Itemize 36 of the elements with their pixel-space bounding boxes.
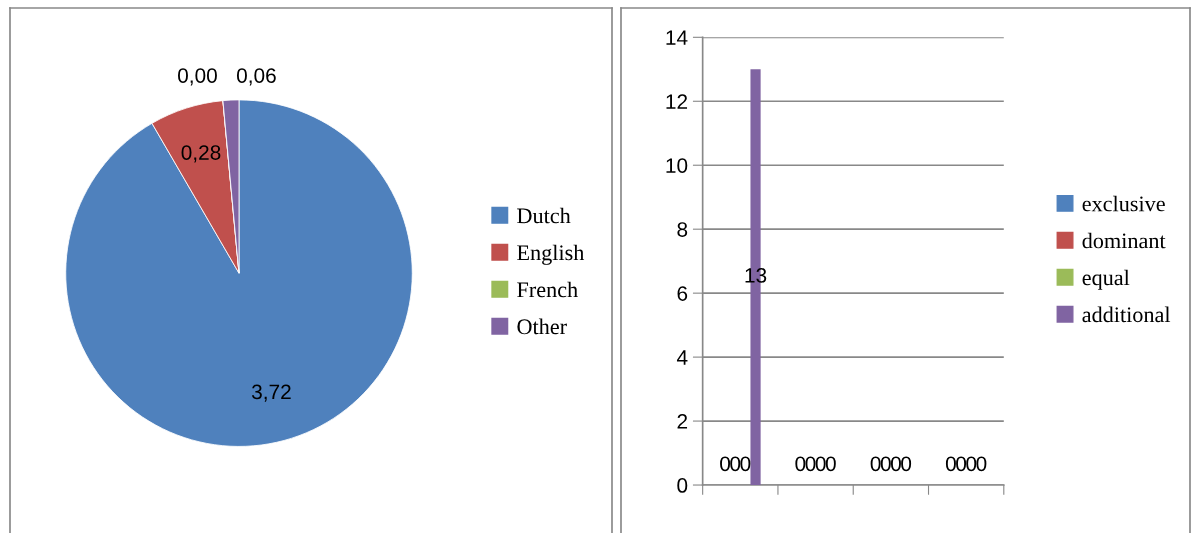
y-tick-label: 8 [677,222,688,237]
data-label: 0 [976,456,987,472]
data-label: 0 [730,456,741,472]
data-label: 0 [945,456,956,472]
data-label: 0 [825,456,836,472]
data-label: 0 [880,456,891,472]
y-tick-label: 10 [666,158,688,173]
data-label: 0 [720,456,731,472]
data-label: 0 [890,456,901,472]
legend-label: Other [517,318,567,335]
y-tick-label: 2 [677,414,688,429]
text: 0,00 [178,68,217,86]
legend-label: French [517,281,578,298]
data-label: 0,06 [236,68,276,86]
data-label: 0 [966,456,977,472]
legend-label: English [517,244,585,265]
y-tick-label: 14 [666,30,688,45]
y-tick-label: 0 [677,478,688,493]
y-tick-label: 12 [666,94,688,109]
y-tick-label: 6 [677,286,688,301]
data-label: 3,72 [251,384,291,402]
legend-label: dominant [1082,232,1166,249]
legend-label: equal [1082,269,1130,290]
data-label: 0,28 [181,145,221,163]
legend-label: additional [1082,306,1171,323]
legend-label: Dutch [517,207,571,224]
legend-label: exclusive [1082,195,1165,212]
data-label: 0 [956,456,967,472]
data-label: 0 [815,456,826,472]
data-label: 0 [795,456,806,472]
data-label: 0 [740,456,751,472]
y-tick-label: 4 [676,350,688,365]
data-label: 13 [745,268,767,283]
data-label: 0 [901,456,912,472]
data-label: 0 [805,456,816,472]
data-label: 0 [870,456,881,472]
